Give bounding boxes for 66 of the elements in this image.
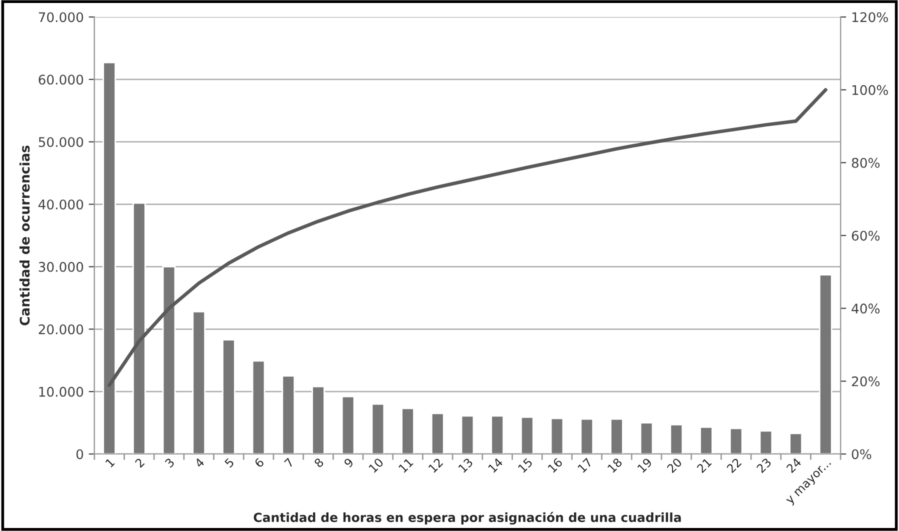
y-tick-label: 60.000 [38,74,84,85]
line-series [108,88,828,387]
bar [371,403,385,454]
x-tick-label: 15 [518,458,533,473]
bar [401,408,414,454]
x-tick-label: 6 [254,457,264,468]
x-tick-label: 7 [284,458,294,468]
x-tick-label: 4 [194,458,205,468]
bar [640,422,654,454]
y2-tick-label: 40% [852,304,880,314]
bar [430,412,444,454]
x-tick-label: 8 [314,458,324,468]
bar [580,418,594,454]
y-tick-label: 30.000 [38,262,84,272]
x-tick-label: 18 [607,458,623,473]
bar [282,375,296,454]
y2-tick-label: 60% [852,230,880,241]
bar [312,386,325,454]
x-tick-label: 11 [398,458,414,473]
bar [192,310,206,454]
x-tick-label: 10 [368,457,384,473]
x-tick-label: 12 [428,458,444,473]
x-tick-label: 19 [637,458,652,473]
bar [252,360,266,454]
y-tick-label: 40.000 [38,200,84,210]
y2-tick-label: 0% [852,449,872,460]
x-tick-label: 14 [488,458,504,473]
y-tick-label: 50.000 [38,137,84,148]
y-axis-title: Cantidad de ocurrencias [19,146,30,326]
y2-tick-label: 20% [852,376,880,386]
x-tick-label: 5 [224,458,234,468]
bar [759,430,773,454]
bar [162,266,176,454]
y2-tick-label: 120% [852,12,888,22]
x-tick-label: 13 [458,458,474,473]
bar [222,339,236,454]
y2-tick-label: 100% [852,85,888,96]
y-tick-label: 10.000 [39,386,84,397]
y2-tick-label: 80% [852,158,880,168]
x-tick-label: 20 [666,457,682,474]
bar [460,415,474,454]
bar [729,428,743,454]
x-tick-label: 21 [696,458,712,474]
bar [789,432,802,454]
x-tick-label: 17 [577,458,592,473]
x-tick-label: 16 [547,457,563,473]
bar [341,396,355,454]
bar [700,426,713,454]
x-tick-label: 9 [343,458,354,468]
bar [670,424,684,454]
x-tick-label: 1 [105,458,115,468]
bar [818,274,832,454]
x-tick-label: 2 [134,458,145,468]
y-tick-label: 70.000 [38,12,84,22]
y-tick-label: 20.000 [38,324,84,334]
bar [132,202,146,454]
bar [550,418,564,454]
x-tick-label: 22 [726,458,742,474]
bar [520,416,534,454]
bar [490,415,504,454]
bar [610,418,624,454]
y-tick-label: 0 [76,449,84,460]
x-axis-title: Cantidad de horas en espera por asignación de una cuadrilla [254,512,681,525]
bar [102,62,116,454]
x-tick-label: 23 [756,458,772,474]
x-tick-label: 3 [164,458,175,468]
